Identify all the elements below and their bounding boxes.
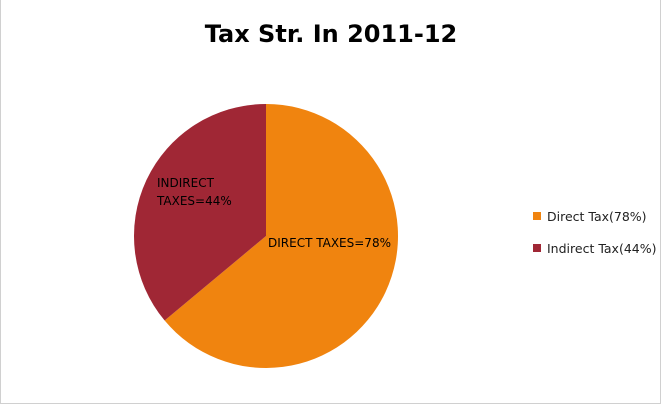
legend-swatch-direct-tax (533, 212, 541, 220)
legend-label-direct-tax: Direct Tax(78%) (547, 208, 647, 224)
pie-slice-label-1: INDIRECT TAXES=44% (156, 176, 232, 208)
legend-swatch-indirect-tax (533, 244, 541, 252)
pie-slice-direct-tax (164, 104, 399, 368)
legend-label-indirect-tax: Indirect Tax(44%) (547, 240, 657, 256)
pie-slice-indirect-tax (133, 103, 266, 321)
legend-item-indirect-tax: Indirect Tax(44%) (533, 237, 656, 259)
pie-slice-labels: DIRECT TAXES=78% INDIRECT TAXES=44% (156, 176, 391, 250)
chart-legend: Direct Tax(78%) Indirect Tax(44%) (533, 205, 656, 269)
legend-item-direct-tax: Direct Tax(78%) (533, 205, 656, 227)
pie-slices (133, 103, 399, 368)
chart-title: Tax Str. In 2011-12 (204, 20, 458, 48)
pie-slice-label-0: DIRECT TAXES=78% (268, 236, 391, 250)
